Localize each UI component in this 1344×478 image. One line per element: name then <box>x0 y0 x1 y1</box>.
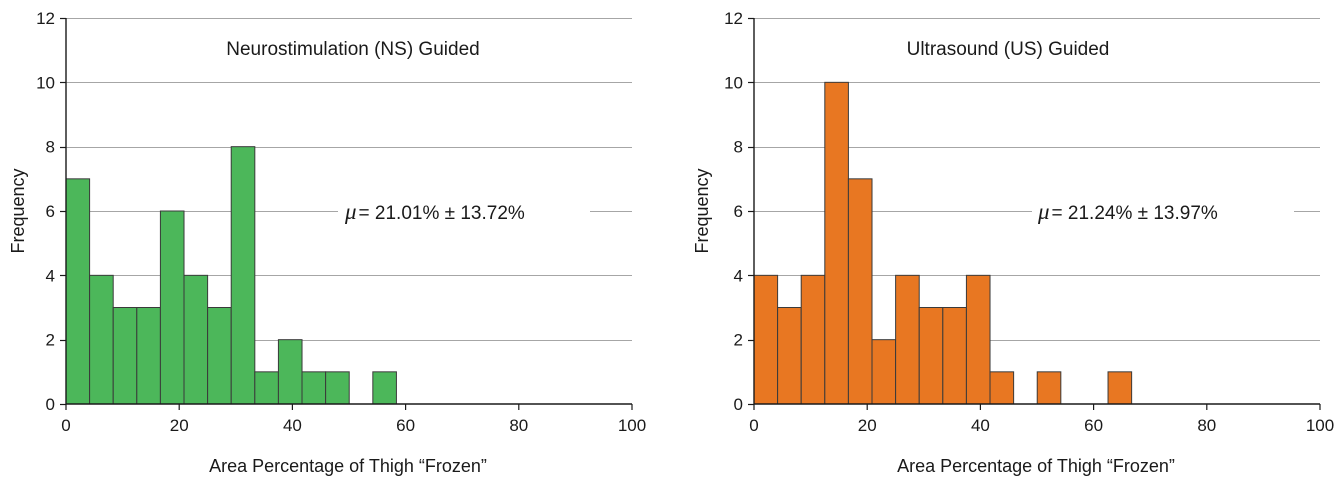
ns-bar <box>136 307 161 405</box>
us-y-tick-label: 4 <box>734 266 743 285</box>
us-bar <box>942 307 967 405</box>
ns-bar <box>325 371 350 405</box>
us-annotation-backdrop <box>1032 193 1294 227</box>
ns-bar <box>159 210 185 405</box>
ns-bar <box>301 371 327 405</box>
us-mu-symbol: μ <box>1037 199 1050 224</box>
us-x-ticks: 0 20 40 60 80 100 <box>749 404 1334 435</box>
ns-gridlines <box>66 18 632 341</box>
ns-mean-text: μ = 21.01% ± 13.72% <box>344 199 525 224</box>
ns-y-tick-label: 2 <box>46 331 55 350</box>
ns-x-tick-label: 80 <box>509 416 528 435</box>
us-y-tick-label: 2 <box>734 331 743 350</box>
us-bar <box>847 178 873 405</box>
us-bar <box>1107 371 1133 405</box>
ns-bar <box>89 274 114 405</box>
us-x-tick-label: 40 <box>971 416 990 435</box>
us-y-ticks: 0 2 4 6 8 10 12 <box>724 9 754 414</box>
ns-y-tick-label: 0 <box>46 395 55 414</box>
us-bar <box>918 307 944 405</box>
ns-x-tick-label: 20 <box>170 416 189 435</box>
ns-y-tick-label: 10 <box>36 73 55 92</box>
ns-bar <box>65 178 91 405</box>
ns-bars <box>65 146 397 405</box>
us-x-tick-label: 20 <box>858 416 877 435</box>
ns-chart-title: Neurostimulation (NS) Guided <box>226 39 479 60</box>
ns-y-ticks: 0 2 4 6 8 10 12 <box>36 9 66 414</box>
us-y-tick-label: 10 <box>724 73 743 92</box>
ns-bar <box>372 371 397 405</box>
ns-annotation-backdrop <box>338 193 590 227</box>
ns-mean-annotation: μ = 21.01% ± 13.72% <box>338 193 590 227</box>
us-bar <box>1036 371 1062 405</box>
ns-bar <box>207 307 232 405</box>
ns-mu-symbol: μ <box>344 199 357 224</box>
us-bar <box>871 339 897 405</box>
ns-histogram: 0 2 4 6 8 10 12 0 20 40 60 80 100 Neurostimulation … <box>8 9 646 476</box>
us-x-axis-label: Area Percentage of Thigh “Frozen” <box>897 456 1175 476</box>
us-bar <box>989 371 1015 405</box>
us-x-tick-label: 0 <box>749 416 758 435</box>
ns-y-tick-label: 6 <box>46 202 55 221</box>
us-y-tick-label: 12 <box>724 9 743 28</box>
ns-bar <box>230 146 256 405</box>
ns-x-tick-label: 100 <box>618 416 646 435</box>
ns-x-tick-label: 60 <box>396 416 415 435</box>
us-y-tick-label: 6 <box>734 202 743 221</box>
us-x-tick-label: 100 <box>1306 416 1334 435</box>
ns-x-tick-label: 0 <box>61 416 70 435</box>
us-bar <box>753 274 779 405</box>
us-y-tick-label: 0 <box>734 395 743 414</box>
us-y-axis-label: Frequency <box>692 168 712 253</box>
ns-bar <box>277 339 303 405</box>
us-y-tick-label: 8 <box>734 138 743 157</box>
us-bar <box>965 274 991 405</box>
ns-x-ticks: 0 20 40 60 80 100 <box>61 404 646 435</box>
us-bars <box>753 81 1133 405</box>
us-mean-value: = 21.24% ± 13.97% <box>1052 203 1218 224</box>
ns-y-tick-label: 4 <box>46 266 55 285</box>
us-bar <box>800 274 826 405</box>
us-x-tick-label: 80 <box>1197 416 1216 435</box>
us-histogram: 0 2 4 6 8 10 12 0 20 40 60 80 100 Ultrasound (US) G… <box>692 9 1334 476</box>
ns-x-tick-label: 40 <box>283 416 302 435</box>
us-bar <box>777 307 802 405</box>
us-mean-annotation: μ = 21.24% ± 13.97% <box>1032 193 1294 227</box>
ns-mean-value: = 21.01% ± 13.72% <box>359 203 525 224</box>
ns-y-axis-label: Frequency <box>8 168 28 253</box>
us-bar <box>824 81 849 405</box>
ns-bar <box>254 371 279 405</box>
us-chart-title: Ultrasound (US) Guided <box>907 39 1110 60</box>
us-bar <box>895 274 920 405</box>
us-mean-text: μ = 21.24% ± 13.97% <box>1037 199 1218 224</box>
ns-y-tick-label: 8 <box>46 138 55 157</box>
ns-bar <box>112 307 138 405</box>
ns-y-tick-label: 12 <box>36 9 55 28</box>
us-x-tick-label: 60 <box>1084 416 1103 435</box>
ns-bar <box>183 274 209 405</box>
ns-x-axis-label: Area Percentage of Thigh “Frozen” <box>209 456 487 476</box>
